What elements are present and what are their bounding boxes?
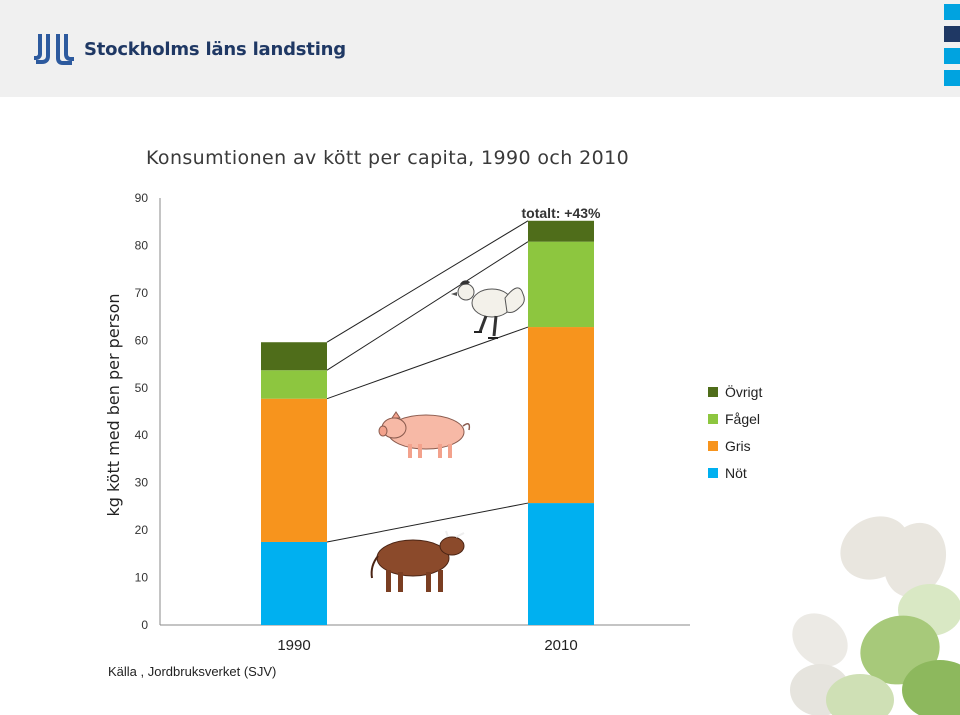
y-tick-label: 20 — [135, 523, 149, 537]
header-bar: Stockholms läns landsting — [0, 0, 960, 97]
corner-square — [944, 4, 960, 20]
bar-segment-övrigt-1990 — [261, 342, 327, 371]
bar-segment-gris-2010 — [528, 327, 594, 504]
legend-swatch — [708, 413, 718, 424]
corner-square — [944, 70, 960, 86]
legend-swatch — [708, 386, 718, 397]
logo: Stockholms läns landsting — [34, 32, 346, 66]
y-tick-label: 80 — [135, 238, 149, 252]
cow-icon — [370, 530, 465, 592]
y-tick-label: 40 — [135, 428, 149, 442]
y-tick-label: 30 — [135, 476, 149, 490]
connector-line — [326, 220, 529, 343]
connector-line — [326, 241, 529, 371]
pig-icon — [378, 411, 471, 458]
legend-item: Nöt — [708, 459, 762, 486]
legend-swatch — [708, 467, 718, 478]
chicken-icon — [451, 280, 525, 339]
connector-line — [326, 502, 529, 543]
source-note: Källa , Jordbruksverket (SJV) — [108, 664, 277, 679]
bar-segment-fågel-1990 — [261, 370, 327, 399]
sll-logo-mark-icon — [34, 34, 74, 65]
y-tick-label: 0 — [141, 618, 148, 632]
logo-text: Stockholms läns landsting — [84, 38, 346, 60]
legend-swatch — [708, 440, 718, 451]
x-category-label: 2010 — [544, 637, 577, 654]
legend-item: Övrigt — [708, 378, 762, 405]
legend-label: Fågel — [725, 410, 761, 427]
bar-segment-gris-1990 — [261, 398, 327, 542]
bar-segment-övrigt-2010 — [528, 220, 594, 242]
x-category-label: 1990 — [277, 637, 310, 654]
y-tick-label: 90 — [135, 191, 149, 205]
bar-segment-nöt-2010 — [528, 503, 594, 625]
bar-segment-nöt-1990 — [261, 541, 327, 625]
chart-legend: Övrigt Fågel Gris Nöt — [708, 378, 762, 486]
y-tick-label: 10 — [135, 571, 149, 585]
y-tick-label: 60 — [135, 333, 149, 347]
legend-label: Nöt — [725, 464, 747, 481]
y-axis-label: kg kött med ben per person — [104, 293, 123, 516]
corner-square — [944, 48, 960, 64]
legend-item: Fågel — [708, 405, 762, 432]
legend-label: Gris — [725, 437, 751, 454]
bar-segment-fågel-2010 — [528, 241, 594, 328]
legend-label: Övrigt — [725, 383, 763, 400]
y-tick-label: 50 — [135, 381, 149, 395]
corner-square — [944, 26, 960, 42]
corner-squares — [944, 4, 960, 92]
legend-item: Gris — [708, 432, 762, 459]
chart-title: Konsumtionen av kött per capita, 1990 oc… — [146, 147, 630, 169]
decorative-clover-icon — [790, 516, 960, 715]
total-annotation: totalt: +43% — [522, 205, 602, 221]
y-tick-label: 70 — [135, 286, 149, 300]
